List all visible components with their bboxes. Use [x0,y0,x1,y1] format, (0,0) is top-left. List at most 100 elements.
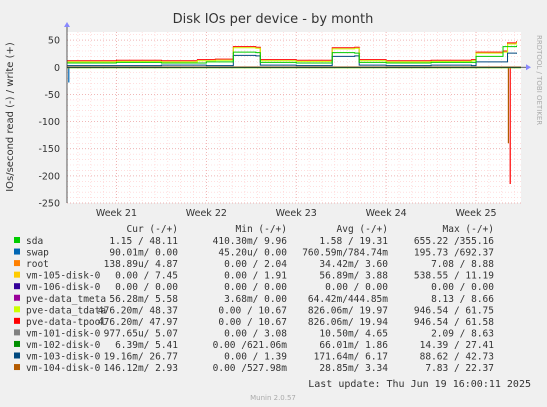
legend-name: vm-104-disk-0 [26,363,101,374]
legend-name: vm-101-disk-0 [26,328,101,339]
legend-value: 56.28m/ 5.58 [109,294,178,305]
last-update: Last update: Thu Jun 19 16:00:11 2025 [308,379,531,390]
legend-value: 0.00 / 10.67 [218,317,287,328]
legend-header: Min (-/+) [236,224,287,235]
legend-name: sda [26,236,43,247]
legend-swatch-root [14,260,20,267]
legend-value: 760.59m/784.74m [302,248,388,259]
legend-value: 826.06m/ 19.94 [308,317,388,328]
legend-swatch-pve-data-tpool [14,317,20,324]
legend-value: 1.58 / 19.31 [319,236,388,247]
rrdtool-credit: RRDTOOL / TOBI OETIKER [535,35,543,125]
legend-value: 88.62 / 42.73 [420,352,494,363]
x-tick-label: Week 21 [96,208,137,219]
y-axis-arrow [64,22,70,27]
legend-swatch-sda [14,237,20,243]
y-tick-labels: 50 0 -50 -100 -150 -200 -250 [38,36,60,210]
munin-version: Munin 2.0.57 [250,394,296,402]
legend-value: 66.01m/ 1.86 [319,340,388,351]
legend-swatch-vm-106-disk-0 [14,283,20,290]
legend-value: 0.00 / 0.00 [224,282,287,293]
chart-title: Disk IOs per device - by month [173,12,374,27]
legend-value: 476.20m/ 47.97 [98,317,178,328]
legend-header: Avg (-/+) [337,224,388,235]
legend-value: 6.39m/ 5.41 [115,340,178,351]
y-tick-label: 50 [48,36,60,47]
legend-value: 7.83 / 22.37 [425,363,494,374]
legend-value: 826.06m/ 19.97 [308,305,388,316]
series-line-sda [67,45,518,64]
legend-name: swap [26,248,49,259]
legend-name: pve-data-tpool [26,317,106,328]
legend-value: 1.15 / 48.11 [109,236,178,247]
legend-value: 410.30m/ 9.96 [213,236,288,247]
y-axis-label: IOs/second read (-) / write (+) [5,42,16,192]
axes [64,22,531,203]
legend-value: 0.00 / 1.91 [224,271,287,282]
legend-name: vm-106-disk-0 [26,282,101,293]
y-tick-label: -50 [44,90,60,101]
legend-value: 195.73 /692.37 [414,248,494,259]
legend-value: 0.00 /621.06m [213,340,288,351]
legend-swatch-vm-103-disk-0 [14,352,20,359]
legend-value: 0.00 / 0.00 [115,282,178,293]
y-tick-label: -200 [38,171,60,182]
legend-value: 977.65u/ 5.07 [104,328,178,339]
legend-swatch-swap [14,248,20,255]
legend-name: root [26,259,49,270]
legend-value: 2.09 / 8.63 [431,328,494,339]
x-tick-labels: Week 21 Week 22 Week 23 Week 24 Week 25 [96,208,497,219]
legend-swatch-vm-101-disk-0 [14,329,20,336]
x-tick-label: Week 25 [455,208,496,219]
legend-value: 0.00 / 0.00 [431,282,494,293]
legend-name: pve-data_tmeta [26,294,106,305]
legend-value: 0.00 / 3.08 [224,328,287,339]
grid [67,32,521,204]
legend-name: vm-103-disk-0 [26,352,101,363]
legend-swatch-vm-104-disk-0 [14,364,20,371]
legend-value: 34.42m/ 3.60 [319,259,388,270]
plot-area [67,32,521,203]
legend: Cur (-/+) Min (-/+) Avg (-/+) Max (-/+) sda 1… [14,224,494,374]
legend-value: 10.50m/ 4.65 [319,328,388,339]
legend-name: vm-105-disk-0 [26,271,101,282]
legend-value: 146.12m/ 2.93 [104,363,178,374]
legend-header: Max (-/+) [443,224,494,235]
legend-value: 0.00 / 10.67 [218,305,287,316]
legend-value: 171.64m/ 6.17 [314,352,388,363]
legend-value: 3.68m/ 0.00 [224,294,287,305]
y-tick-label: -250 [38,199,60,210]
legend-value: 45.20u/ 0.00 [218,248,287,259]
legend-swatch-pve-data_tmeta [14,294,20,301]
legend-value: 19.16m/ 26.77 [104,352,178,363]
legend-value: 64.42m/444.85m [308,294,388,305]
legend-value: 7.08 / 8.88 [431,259,494,270]
legend-value: 14.39 / 27.41 [420,340,495,351]
x-tick-label: Week 23 [276,208,317,219]
legend-swatch-vm-105-disk-0 [14,271,20,278]
legend-value: 946.54 / 61.58 [414,317,494,328]
legend-value: 0.00 / 7.45 [115,271,178,282]
x-axis-arrow [526,64,531,71]
y-tick-label: -150 [38,144,60,155]
legend-value: 0.00 /527.98m [213,363,288,374]
legend-name: pve-data_tdata [26,305,106,316]
legend-value: 138.89u/ 4.87 [104,259,178,270]
legend-value: 0.00 / 0.00 [325,282,388,293]
legend-value: 476.20m/ 48.37 [98,305,178,316]
x-tick-label: Week 24 [366,208,407,219]
x-tick-label: Week 22 [186,208,227,219]
legend-header: Cur (-/+) [127,224,178,235]
legend-name: vm-102-disk-0 [26,340,101,351]
y-tick-label: -100 [38,117,60,128]
legend-swatch-pve-data_tdata [14,306,20,313]
legend-value: 90.01m/ 0.00 [109,248,178,259]
legend-value: 0.00 / 1.39 [224,352,287,363]
legend-swatch-vm-102-disk-0 [14,340,20,347]
legend-value: 0.00 / 2.04 [224,259,287,270]
legend-value: 946.54 / 61.75 [414,305,494,316]
y-tick-label: 0 [54,63,60,74]
legend-value: 56.89m/ 3.88 [319,271,388,282]
